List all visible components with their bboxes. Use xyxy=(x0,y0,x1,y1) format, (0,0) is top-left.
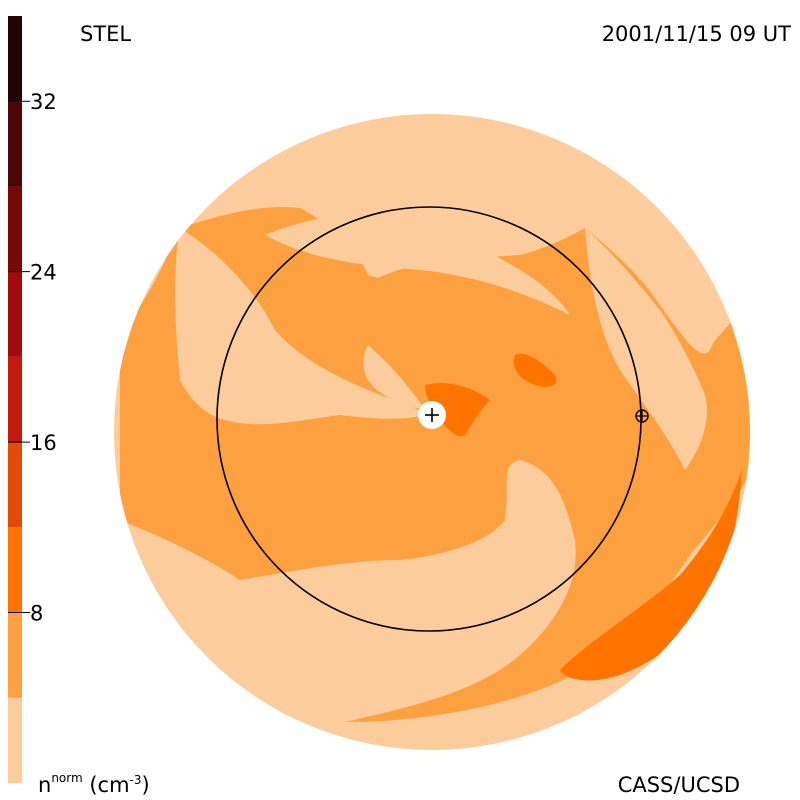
colorbar xyxy=(8,16,22,783)
outer-density-band-lower xyxy=(120,460,576,736)
high-density-patch-right xyxy=(513,353,557,387)
outer-density-band-left xyxy=(175,228,425,425)
outer-density-wedge xyxy=(363,345,425,410)
colorbar-band-6 xyxy=(8,186,22,272)
outer-density-swirl xyxy=(265,213,570,315)
colorbar-band-0 xyxy=(8,697,22,783)
earth-marker xyxy=(635,409,649,423)
earth-orbit-circle xyxy=(216,206,642,632)
colorbar-band-2 xyxy=(8,527,22,613)
colorbar-tick-label: 16 xyxy=(30,431,57,455)
high-density-patch-southeast xyxy=(560,470,742,681)
colorbar-tick-label: 8 xyxy=(30,602,43,626)
colorbar-tick-label: 24 xyxy=(30,261,57,285)
colorbar-band-7 xyxy=(8,101,22,187)
colorbar-band-4 xyxy=(8,356,22,443)
instrument-label: STEL xyxy=(80,22,131,46)
density-disc xyxy=(114,114,750,750)
colorbar-band-1 xyxy=(8,612,22,698)
colorbar-band-3 xyxy=(8,442,22,528)
credit-label: CASS/UCSD xyxy=(618,773,740,797)
colorbar-ticks: 32 24 16 8 xyxy=(8,90,57,626)
sun-marker xyxy=(418,401,446,429)
units-label: nnorm (cm-3) xyxy=(38,771,150,797)
high-density-patch-center xyxy=(425,383,490,437)
timestamp-label: 2001/11/15 09 UT xyxy=(602,22,791,46)
colorbar-tick-label: 32 xyxy=(30,90,57,114)
outer-density-band-right xyxy=(585,228,708,470)
colorbar-band-5 xyxy=(8,271,22,357)
colorbar-band-8 xyxy=(8,16,22,102)
